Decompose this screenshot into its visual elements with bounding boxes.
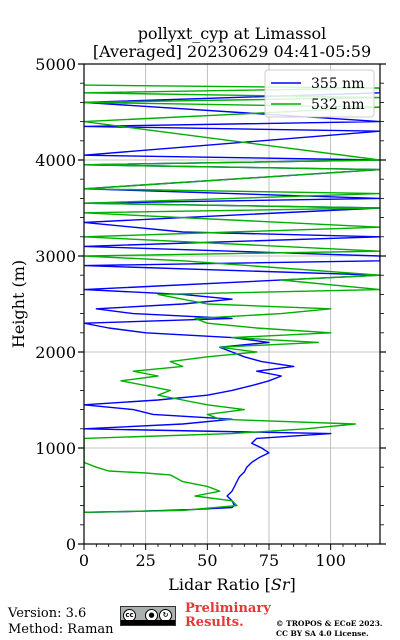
x-tick-label: 75 [259,551,279,570]
series-line-355nm [84,88,380,513]
legend-box [264,69,375,118]
x-axis-label: Lidar Ratio [Sr] [168,575,296,594]
version-text: Version: 3.6 [8,606,87,621]
x-tick-label: 25 [135,551,155,570]
y-tick-label: 5000 [35,55,76,74]
chart-title-line2: [Averaged] 20230629 04:41-05:59 [93,42,371,61]
legend: 355 nm 532 nm [264,69,375,118]
preliminary-notice: Preliminary Results. [185,601,271,630]
y-axis-label: Height (m) [9,260,28,348]
x-tick-label: 100 [315,551,346,570]
legend-label-355: 355 nm [311,76,364,92]
y-tick-label: 3000 [35,247,76,266]
y-tick-label: 0 [66,535,76,554]
y-tick-label: 1000 [35,439,76,458]
series-line-532nm [84,84,380,513]
series-group [84,84,380,513]
cc-by-sa-icon: cc ● ↻ [120,606,176,626]
y-tick-label: 2000 [35,343,76,362]
by-icon: ● [145,609,158,622]
legend-label-532: 532 nm [311,97,364,113]
y-tick-label: 4000 [35,151,76,170]
copyright-notice: © TROPOS & ECoE 2023. CC BY SA 4.0 Licen… [276,619,383,638]
method-text: Method: Raman [8,622,114,637]
x-tick-label: 50 [197,551,217,570]
chart-title-line1: pollyxt_cyp at Limassol [138,24,327,43]
x-tick-label: 0 [79,551,89,570]
lidar-ratio-chart: pollyxt_cyp at Limassol [Averaged] 20230… [9,24,386,594]
